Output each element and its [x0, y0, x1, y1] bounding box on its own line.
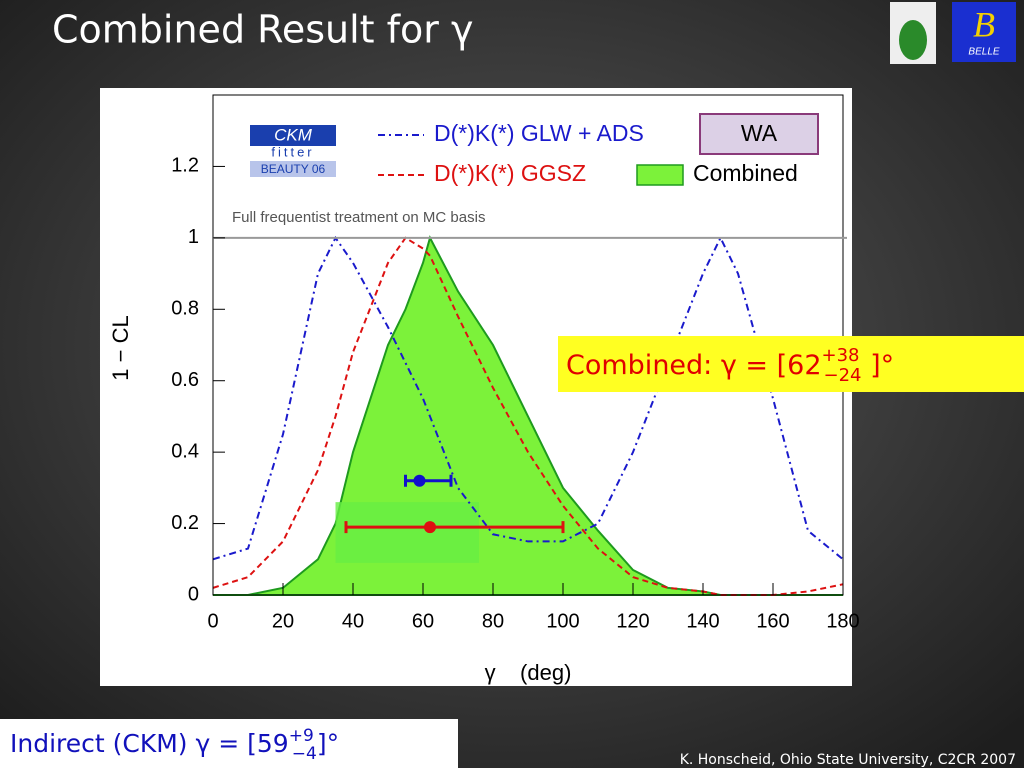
indirect-sup: +9	[289, 726, 314, 746]
combined-text: Combined: γ = [62	[566, 350, 822, 381]
y-tick-label: 0	[188, 583, 199, 605]
logo-babar-figure	[899, 20, 927, 60]
x-tick-label: 20	[272, 610, 294, 632]
wa-band	[335, 502, 479, 563]
y-axis-label: 1 − CL	[108, 315, 133, 380]
y-tick-label: 0.8	[171, 298, 199, 320]
badge-top	[250, 125, 336, 146]
combined-result: Combined: γ = [62+38 −24 ]°	[566, 345, 894, 386]
legend-label: Combined	[693, 160, 798, 186]
logo-belle-glyph: B	[973, 4, 995, 44]
x-tick-label: 0	[207, 610, 218, 632]
indirect-sub: −4	[292, 744, 317, 764]
x-tick-label: 180	[826, 610, 859, 632]
x-tick-label: 80	[482, 610, 504, 632]
note: Full frequentist treatment on MC basis	[232, 209, 485, 226]
footer: K. Honscheid, Ohio State University, C2C…	[680, 752, 1016, 768]
x-tick-label: 140	[686, 610, 719, 632]
indirect-close: ]°	[317, 729, 339, 758]
logo-belle	[952, 2, 1016, 62]
y-tick-label: 1.2	[171, 155, 199, 177]
error-bar	[404, 474, 453, 487]
x-tick-label: 60	[412, 610, 434, 632]
chart: 0 20 40 60 80 100 120 140 160 180 0 0.2 0.4 0.6 0.8 1 1.…	[108, 94, 860, 685]
y-tick-label: 0.4	[171, 440, 199, 462]
curve	[212, 235, 844, 561]
indirect-result: Indirect (CKM) γ = [59+9 −4]°	[10, 726, 339, 764]
legend-label: D(*)K(*) GLW + ADS	[434, 120, 644, 146]
indirect-text: Indirect (CKM) γ = [59	[10, 729, 289, 758]
y-tick-label: 1	[188, 226, 199, 248]
logo-belle-text: BELLE	[968, 47, 999, 58]
combined-sup: +38	[822, 345, 860, 366]
badge-beauty: BEAUTY 06	[261, 162, 326, 176]
badge-fitter: fitter	[271, 144, 314, 159]
indirect-box	[0, 719, 458, 768]
badge-ckm: CKM	[274, 125, 313, 144]
legend-swatch	[636, 164, 684, 186]
combined-sub: −24	[824, 365, 862, 386]
wa-legend-label: WA	[741, 120, 778, 146]
point	[424, 521, 436, 534]
combined-close: ]°	[862, 350, 895, 381]
y-tick-label: 0.6	[171, 369, 199, 391]
x-axis-label: γ (deg)	[485, 660, 572, 685]
x-tick-label: 100	[546, 610, 579, 632]
error-bar	[344, 521, 565, 534]
wa-legend-box	[699, 113, 819, 155]
badge-bottom	[250, 161, 336, 177]
y-tick-label: 0.2	[171, 512, 199, 534]
legend-label: D(*)K(*) GGSZ	[434, 160, 586, 186]
x-tick-label: 160	[756, 610, 789, 632]
x-tick-label: 40	[342, 610, 364, 632]
slide-title: Combined Result for γ	[52, 8, 473, 52]
x-tick-label: 120	[616, 610, 649, 632]
combined-box	[558, 336, 1024, 392]
point	[413, 474, 426, 487]
logos: B BELLE	[890, 2, 1016, 64]
